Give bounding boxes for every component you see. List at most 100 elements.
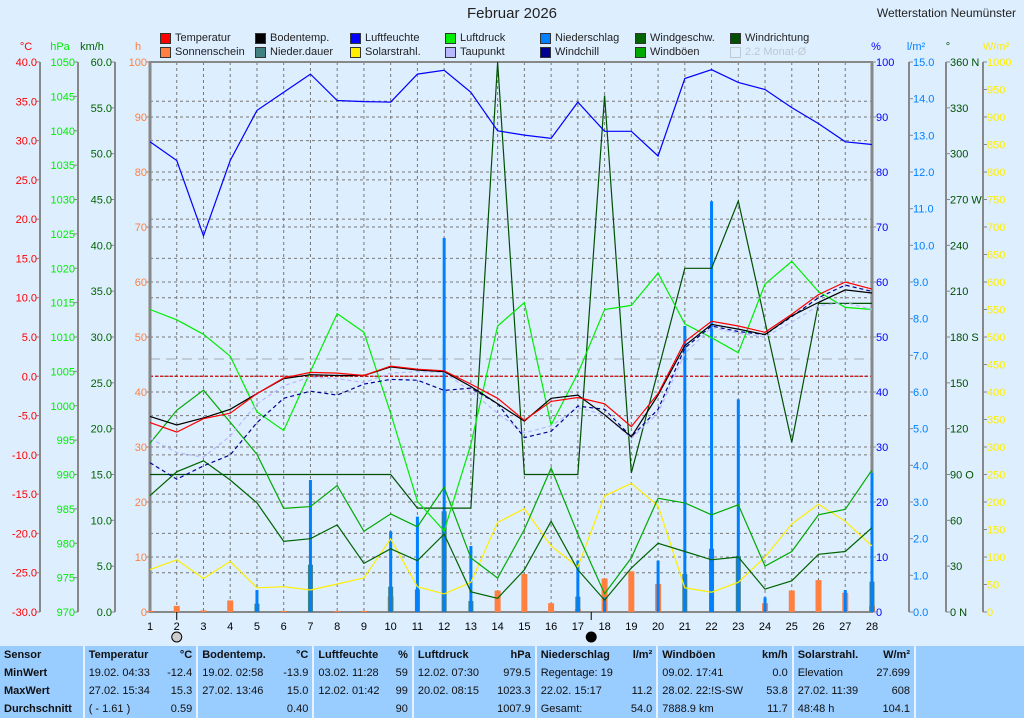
tick-label-temp: 35.0 [16, 96, 37, 108]
tick-label-wind: 10.0 [91, 515, 112, 527]
tick-label-rain: 4.0 [913, 460, 928, 472]
tick-label-solar: 350 [987, 415, 1005, 427]
tick-label-wind: 60.0 [91, 57, 112, 69]
plot-frame [149, 61, 873, 613]
hum-max-value: 99 [395, 685, 408, 697]
legend-item[interactable]: Bodentemp. [255, 31, 329, 45]
legend-label: Windböen [650, 46, 700, 58]
legend-swatch [350, 32, 361, 44]
tick-label-temp: -10.0 [12, 450, 37, 462]
tick-label-hours: 10 [135, 552, 147, 564]
tick-label-solar: 550 [987, 305, 1005, 317]
tick-label-temp: 15.0 [16, 253, 37, 265]
tick-label-wind: 45.0 [91, 195, 112, 207]
tick-label-humidity: 90 [876, 112, 888, 124]
tick-label-solar: 500 [987, 332, 1005, 344]
tick-label-direction: 150 [950, 378, 968, 390]
legend-label: Windrichtung [745, 32, 810, 44]
x-tick-label: 16 [545, 621, 557, 633]
hum-min-when: 03.02. 11:28 [312, 664, 390, 682]
hum-avg-value: 90 [395, 703, 408, 715]
tick-label-direction: 210 [950, 286, 968, 298]
tick-label-solar: 250 [987, 470, 1005, 482]
legend-item[interactable]: Sonnenschein [160, 45, 245, 59]
tick-label-wind: 15.0 [91, 470, 112, 482]
legend-item[interactable]: Windchill [540, 45, 599, 59]
tick-label-temp: -25.0 [12, 568, 37, 580]
press-avg-when [411, 700, 490, 718]
legend-swatch [635, 32, 646, 44]
tick-label-direction: 180 S [950, 332, 979, 344]
tick-label-hours: 80 [135, 167, 147, 179]
legend-item[interactable]: Solarstrahl. [350, 45, 421, 59]
hum-avg-when [312, 700, 390, 718]
rain-min-value [624, 664, 657, 682]
legend-item[interactable]: Windrichtung [730, 31, 809, 45]
legend-item[interactable]: Nieder.dauer [255, 45, 333, 59]
legend-item[interactable]: Windböen [635, 45, 700, 59]
solar-unit: W/m² [883, 649, 910, 661]
bar-sonnenschein [788, 590, 795, 612]
legend-label: Luftfeuchte [365, 32, 420, 44]
axis-unit-humidity: % [871, 41, 881, 53]
bar-niederschlag [603, 597, 607, 612]
tick-label-hours: 70 [135, 222, 147, 234]
tick-label-direction: 30 [950, 561, 962, 573]
x-tick-label: 4 [227, 621, 233, 633]
press-max-when: 20.02. 08:15 [411, 682, 490, 700]
gust-unit: km/h [762, 649, 788, 661]
series-line-bodentemp [149, 289, 873, 438]
hum-max-when: 12.02. 01:42 [312, 682, 390, 700]
tick-label-pressure: 1050 [51, 57, 75, 69]
legend-item[interactable]: 2.2 Monat-Ø [730, 45, 806, 59]
solar-max-when: 27.02. 11:39 [791, 682, 869, 700]
soil-min-value: -13.9 [283, 667, 309, 679]
solar-avg-when: 48:48 h [791, 700, 869, 718]
legend-item[interactable]: Temperatur [160, 31, 231, 45]
tick-label-humidity: 100 [876, 57, 894, 69]
x-tick-label: 23 [732, 621, 744, 633]
press-min-when: 12.02. 07:30 [411, 664, 490, 682]
series-line-solarstrahl [149, 482, 873, 595]
tick-label-pressure: 1045 [51, 91, 75, 103]
tick-label-hours: 0 [141, 607, 147, 619]
tick-label-humidity: 80 [876, 167, 888, 179]
empty-cell [914, 664, 1024, 682]
x-tick-label: 2 [174, 621, 180, 633]
tick-label-direction: 240 [950, 240, 968, 252]
tick-label-wind: 35.0 [91, 286, 112, 298]
bar-sonnenschein [548, 603, 555, 612]
bar-sonnenschein [200, 610, 207, 612]
tick-label-humidity: 60 [876, 277, 888, 289]
axis-unit-wind: km/h [80, 41, 104, 53]
tick-label-pressure: 1000 [51, 401, 75, 413]
temp-max-value: 15.3 [170, 685, 193, 697]
legend-label: Windgeschw. [650, 32, 715, 44]
rain-header: Niederschlag [534, 646, 625, 664]
bar-niederschlag [442, 238, 446, 612]
press-unit: hPa [510, 649, 531, 661]
legend-item[interactable]: Taupunkt [445, 45, 505, 59]
tick-label-pressure: 1015 [51, 298, 75, 310]
tick-label-rain: 7.0 [913, 350, 928, 362]
legend-item[interactable]: Windgeschw. [635, 31, 715, 45]
legend-label: Temperatur [175, 32, 231, 44]
bar-niederschlag [843, 590, 847, 612]
tick-label-pressure: 1010 [51, 332, 75, 344]
tick-label-solar: 1000 [987, 57, 1011, 69]
series-line-temperatur [149, 281, 873, 433]
legend-item[interactable]: Luftfeuchte [350, 31, 419, 45]
x-tick-label: 24 [759, 621, 771, 633]
hum-unit: % [398, 649, 408, 661]
legend-item[interactable]: Niederschlag [540, 31, 619, 45]
tick-label-pressure: 1040 [51, 126, 75, 138]
legend-item[interactable]: Luftdruck [445, 31, 505, 45]
tick-label-wind: 30.0 [91, 332, 112, 344]
gust-max-value: 53.8 [766, 685, 788, 697]
stats-row-min: MinWert 19.02. 04:33 -12.4 19.02. 02:58 -13.… [0, 664, 1024, 682]
legend-swatch [730, 46, 741, 58]
soil-avg-value: 0.40 [286, 703, 309, 715]
x-tick-label: 19 [625, 621, 637, 633]
legend-swatch [160, 46, 171, 58]
soil-max-value: 15.0 [286, 685, 309, 697]
